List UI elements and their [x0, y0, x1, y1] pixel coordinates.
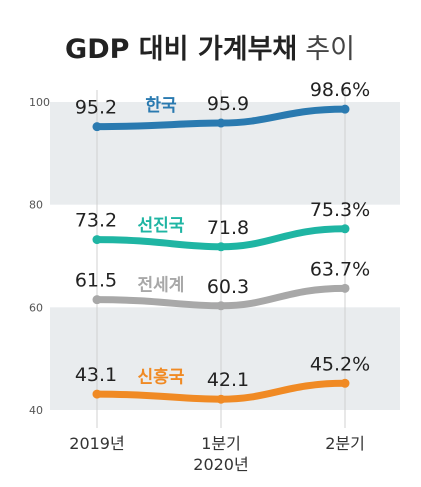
data-point [340, 378, 350, 388]
data-point [340, 104, 350, 114]
data-point [216, 242, 226, 252]
series-name-label: 선진국 [138, 216, 185, 236]
x-axis-ticks: 2019년 1분기 2분기 [69, 434, 365, 453]
data-value-label: 75.3% [310, 199, 370, 221]
chart-title: GDP 대비 가계부채 추이 [65, 34, 355, 65]
x-tick-label: 2019년 [69, 434, 124, 453]
data-labels: 95.2 95.9 98.6% 한국 73.2 71.8 75.3% 선진국 61.5 60.3 6… [75, 79, 370, 391]
data-value-label: 43.1 [75, 364, 117, 386]
y-tick-label: 80 [29, 199, 43, 212]
data-point [92, 295, 102, 305]
data-value-label: 63.7% [310, 258, 370, 280]
data-value-label: 71.8 [207, 217, 249, 239]
data-value-label: 95.2 [75, 97, 117, 119]
series-lines [92, 104, 350, 404]
data-value-label: 73.2 [75, 210, 117, 232]
x-tick-label: 2분기 [325, 434, 365, 453]
background-bands [50, 102, 400, 410]
data-point [92, 389, 102, 399]
x-group-label: 2020년 [193, 455, 248, 474]
chart-title-main: GDP 대비 가계부채 [65, 34, 297, 65]
y-tick-label: 100 [29, 96, 50, 109]
x-tick-label: 1분기 [201, 434, 241, 453]
data-point [92, 122, 102, 132]
data-point [216, 118, 226, 128]
data-value-label: 95.9 [207, 93, 249, 115]
data-point [340, 283, 350, 293]
data-value-label: 60.3 [207, 276, 249, 298]
y-tick-label: 40 [29, 404, 43, 417]
data-value-label: 98.6% [310, 79, 370, 101]
series-name-label: 전세계 [138, 276, 185, 296]
series-name-label: 한국 [145, 96, 177, 116]
data-point [92, 235, 102, 245]
vertical-gridlines [96, 90, 346, 428]
data-value-label: 42.1 [207, 369, 249, 391]
series-name-label: 신흥국 [138, 367, 185, 388]
data-point [340, 224, 350, 234]
y-axis-ticks: 100 80 60 40 [29, 96, 50, 417]
data-value-label: 45.2% [310, 353, 370, 375]
data-value-label: 61.5 [75, 270, 117, 292]
data-point [216, 394, 226, 404]
y-tick-label: 60 [29, 301, 43, 314]
chart-title-suffix: 추이 [305, 34, 355, 65]
data-point [216, 301, 226, 311]
background-band [50, 102, 400, 205]
